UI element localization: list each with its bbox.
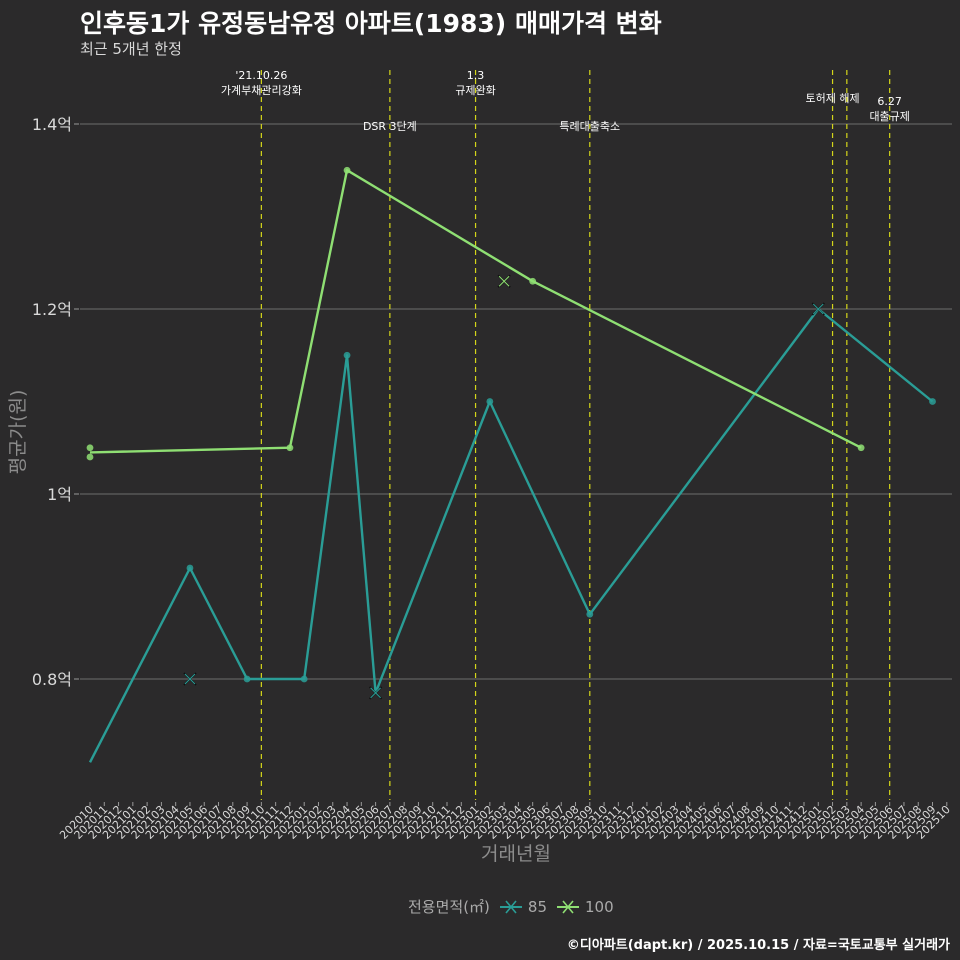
data-point-85: [486, 398, 494, 405]
data-point-85: [186, 564, 194, 572]
legend: 전용면적(㎡) 85 100: [408, 896, 614, 917]
data-point-85: [243, 675, 251, 683]
legend-label-85: 85: [527, 897, 547, 916]
chart-title: 인후동1가 유정동남유정 아파트(1983) 매매가격 변화: [80, 9, 662, 38]
legend-label-100: 100: [585, 897, 614, 916]
y-axis-title: 평균가(원): [7, 390, 29, 475]
legend-key-85-icon: [499, 899, 522, 914]
cross-stroke-inner: [498, 275, 510, 287]
data-point-100: [857, 444, 865, 452]
data-point-100: [343, 166, 351, 174]
data-point-85: [343, 351, 351, 359]
event-annotation: 6.27: [877, 95, 902, 108]
data-point-100: [86, 444, 94, 452]
legend-item-100: 100: [557, 898, 614, 916]
event-annotation: '21.10.26: [235, 69, 287, 82]
event-annotation: 특례대출축소: [559, 120, 620, 133]
event-annotation: DSR 3단계: [363, 120, 417, 133]
data-cross-85: [368, 686, 383, 700]
event-annotation: 1.3: [467, 69, 485, 82]
data-point-100: [529, 277, 537, 285]
cross-stroke-inner: [184, 673, 196, 685]
y-tick-label: 1억: [47, 485, 72, 504]
data-point-85: [300, 675, 308, 683]
cross-stroke-inner: [812, 303, 824, 315]
event-annotation: 가계부채관리강화: [221, 84, 302, 97]
event-annotation: 토허제 해제: [806, 91, 860, 105]
chart-subtitle: 최근 5개년 한정: [80, 40, 182, 58]
y-tick-label: 0.8억: [32, 670, 72, 689]
data-point-85: [586, 610, 594, 618]
event-annotation: 대출규제: [869, 110, 909, 123]
legend-key-100-icon: [557, 899, 579, 914]
caption: ©디아파트(dapt.kr) / 2025.10.15 / 자료=국토교통부 실…: [566, 938, 950, 953]
data-cross-100: [497, 274, 511, 288]
data-cross-85: [183, 672, 197, 686]
cross-stroke-inner: [370, 687, 381, 699]
y-tick-label: 1.4억: [32, 115, 72, 134]
data-cross-85: [811, 302, 825, 316]
legend-item-85: 85: [499, 897, 547, 916]
x-axis-title: 거래년월: [481, 843, 551, 865]
series-line-100: [89, 168, 862, 454]
data-point-85: [929, 398, 936, 405]
event-annotation: 규제완화: [455, 84, 495, 97]
series-line-85: [88, 307, 934, 763]
legend-title: 전용면적(㎡): [408, 898, 490, 916]
data-point-100: [286, 444, 294, 452]
data-point-100: [86, 453, 94, 461]
y-tick-label: 1.2억: [32, 300, 72, 319]
